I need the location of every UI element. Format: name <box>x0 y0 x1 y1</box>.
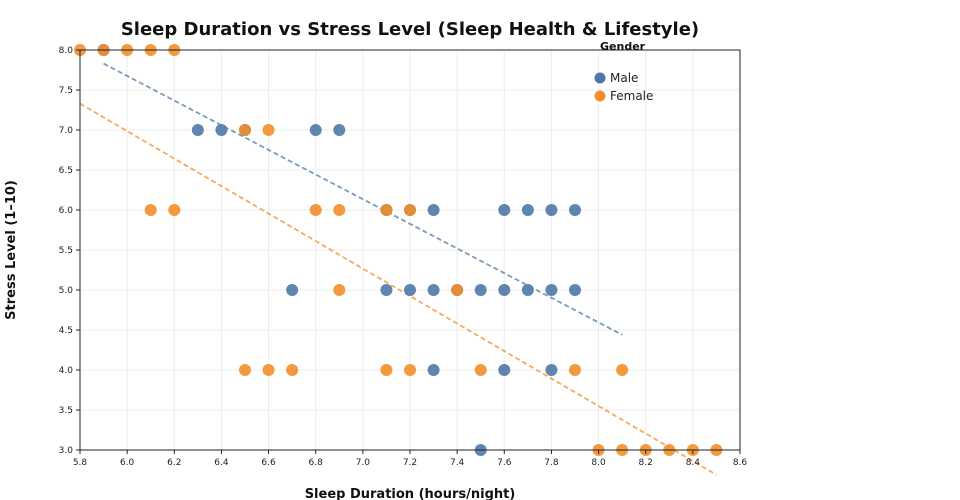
y-tick-label: 5.5 <box>59 246 73 256</box>
female-point <box>168 204 181 216</box>
female-point <box>239 364 251 376</box>
x-tick-label: 6.4 <box>214 458 229 468</box>
x-tick-label: 6.2 <box>167 458 181 468</box>
male-point <box>498 204 511 216</box>
female-point <box>404 204 416 216</box>
x-tick-label: 8.0 <box>591 458 606 468</box>
x-axis-label: Sleep Duration (hours/night) <box>305 487 516 500</box>
female-point <box>380 364 393 376</box>
male-point <box>427 364 440 376</box>
male-point <box>286 284 299 296</box>
female-point <box>404 364 416 376</box>
female-point <box>333 284 346 296</box>
gridlines <box>79 49 741 451</box>
male-point <box>191 124 204 136</box>
y-tick-label: 8.0 <box>59 46 74 56</box>
female-point <box>333 204 346 216</box>
female-legend-marker <box>594 90 606 102</box>
y-tick-label: 3.5 <box>59 406 73 416</box>
female-point <box>616 364 629 376</box>
male-legend-label: Male <box>610 71 638 85</box>
male-trendline <box>103 62 623 336</box>
x-tick-label: 6.6 <box>261 458 276 468</box>
female-trendline <box>79 102 717 476</box>
female-point <box>286 364 299 376</box>
male-point <box>427 284 440 296</box>
male-point <box>545 364 558 376</box>
male-point <box>545 284 558 296</box>
x-tick-label: 7.4 <box>450 458 465 468</box>
male-point <box>333 124 346 136</box>
male-point <box>498 284 511 296</box>
male-point <box>404 284 416 296</box>
y-tick-label: 7.0 <box>59 126 74 136</box>
x-tick-label: 7.6 <box>497 458 512 468</box>
male-point <box>309 124 322 136</box>
female-point <box>144 204 157 216</box>
x-tick-label: 5.8 <box>73 458 88 468</box>
female-point <box>309 204 322 216</box>
x-tick-label: 6.8 <box>309 458 324 468</box>
male-point <box>474 284 487 296</box>
y-tick-label: 7.5 <box>59 86 73 96</box>
female-point <box>569 364 581 376</box>
female-point <box>380 204 393 216</box>
male-point <box>545 204 558 216</box>
x-tick-label: 7.0 <box>356 458 371 468</box>
y-tick-label: 3.0 <box>59 446 74 456</box>
data-points <box>74 44 723 456</box>
female-point <box>451 284 464 296</box>
male-point <box>521 204 534 216</box>
legend-title: Gender <box>600 40 646 53</box>
x-tick-label: 6.0 <box>120 458 135 468</box>
legend: Gender Male Female <box>594 40 653 103</box>
chart-title: Sleep Duration vs Stress Level (Sleep He… <box>121 19 699 40</box>
male-point <box>569 204 581 216</box>
y-tick-label: 6.5 <box>59 166 73 176</box>
y-axis-ticks: 3.0 3.5 4.0 4.5 5.0 5.5 6.0 6.5 7.0 7.5 8.0 <box>59 46 80 456</box>
male-point <box>521 284 534 296</box>
trendlines <box>79 62 717 476</box>
x-tick-label: 8.2 <box>639 458 653 468</box>
male-point <box>215 124 228 136</box>
male-point <box>380 284 393 296</box>
female-point <box>474 364 487 376</box>
male-point <box>498 364 511 376</box>
x-tick-label: 7.2 <box>403 458 417 468</box>
x-axis-ticks: 5.8 6.0 6.2 6.4 6.6 6.8 7.0 7.2 7.4 7.6 7.8 8.0 8.2 8… <box>73 450 748 468</box>
y-tick-label: 6.0 <box>59 206 74 216</box>
female-legend-label: Female <box>610 89 653 103</box>
female-point <box>262 124 275 136</box>
x-tick-label: 7.8 <box>544 458 559 468</box>
male-legend-marker <box>594 72 606 84</box>
male-point <box>569 284 581 296</box>
y-tick-label: 5.0 <box>59 286 74 296</box>
male-point <box>427 204 440 216</box>
female-point <box>262 364 275 376</box>
y-axis-label: Stress Level (1–10) <box>4 180 19 320</box>
y-tick-label: 4.5 <box>59 326 73 336</box>
x-tick-label: 8.4 <box>686 458 701 468</box>
female-point <box>239 124 251 136</box>
x-tick-label: 8.6 <box>733 458 748 468</box>
y-tick-label: 4.0 <box>59 366 74 376</box>
